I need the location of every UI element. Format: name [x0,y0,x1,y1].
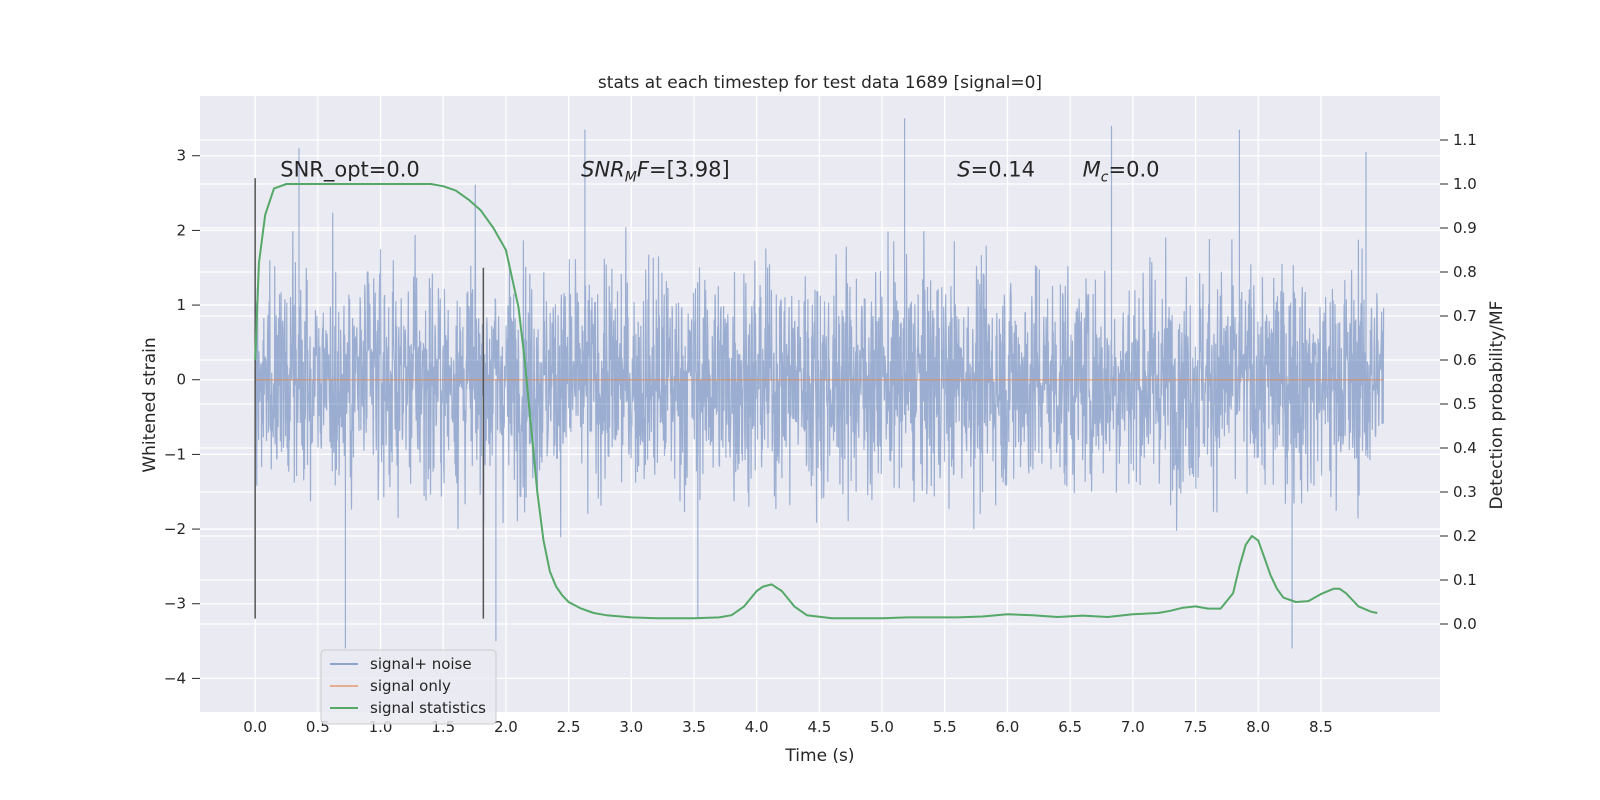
y-tick-label-1: −3 [164,595,186,613]
y-right-tick-label-11: 1.1 [1453,131,1477,149]
signal-noise-line [254,118,1385,649]
annotation-2: S=0.14 [957,158,1035,182]
y-right-tick-label-10: 1.0 [1453,175,1477,193]
x-tick-label-17: 8.5 [1309,718,1333,736]
x-tick-label-12: 6.0 [996,718,1020,736]
annotation-2-part-1: =0.14 [971,158,1035,182]
y-right-tick-label-6: 0.6 [1453,351,1477,369]
x-tick-label-9: 4.5 [807,718,831,736]
legend-label-signal-statistics: signal statistics [370,699,486,717]
x-tick-label-11: 5.5 [933,718,957,736]
y-right-tick-label-0: 0.0 [1453,615,1477,633]
annotation-3-part-0: M [1083,158,1101,182]
y-right-tick-label-3: 0.3 [1453,483,1477,501]
annotation-1-part-2: F [637,158,650,182]
y-tick-label-6: 2 [176,221,186,239]
x-tick-label-5: 2.5 [557,718,581,736]
x-tick-labels: 0.0 0.5 1.0 1.5 2.0 2.5 3.0 3.5 4.0 4.5 5.0 5.5 6.0 6… [243,718,1333,736]
annotation-3: Mc=0.0 [1083,158,1160,186]
annotation-0: SNR_opt=0.0 [280,158,420,183]
signal-noise-series [254,118,1385,649]
x-tick-label-8: 4.0 [745,718,769,736]
y-right-axis-label: Detection probability/MF [1487,301,1507,510]
vertical-markers [254,178,485,619]
x-tick-label-16: 8.0 [1246,718,1270,736]
y-tick-label-3: −1 [164,445,186,463]
y-right-tick-label-1: 0.1 [1453,571,1477,589]
legend-label-signal-only: signal only [370,677,451,695]
annotation-1-part-1: M [625,170,637,186]
y-tick-labels: −4 −3 −2 −1 0 1 2 3 [164,147,200,687]
y-right-tick-label-9: 0.9 [1453,219,1477,237]
x-tick-label-14: 7.0 [1121,718,1145,736]
y-tick-label-2: −2 [164,520,186,538]
annotation-0-part-0: SNR_opt=0.0 [280,158,420,183]
x-tick-label-10: 5.0 [870,718,894,736]
annotation-3-part-2: =0.0 [1108,158,1159,182]
x-tick-label-0: 0.0 [243,718,267,736]
y-axis-label: Whitened strain [140,337,160,472]
y-right-tick-label-8: 0.8 [1453,263,1477,281]
y-right-tick-label-5: 0.5 [1453,395,1477,413]
y-tick-label-0: −4 [164,669,186,687]
annotation-1: SNRMF=[3.98] [581,158,730,186]
annotation-1-part-0: SNR [581,158,625,182]
y-tick-label-4: 0 [176,371,186,389]
x-tick-label-7: 3.5 [682,718,706,736]
x-tick-label-4: 2.0 [494,718,518,736]
legend-label-signal-noise: signal+ noise [370,655,472,673]
x-tick-label-15: 7.5 [1184,718,1208,736]
x-tick-label-6: 3.0 [619,718,643,736]
x-axis-label: Time (s) [784,746,854,766]
chart-title: stats at each timestep for test data 168… [598,73,1042,93]
y-tick-label-5: 1 [176,296,186,314]
y-tick-label-7: 3 [176,147,186,165]
annotation-2-part-0: S [957,158,970,182]
y-right-tick-label-2: 0.2 [1453,527,1477,545]
annotation-3-part-1: c [1101,170,1109,186]
x-tick-label-13: 6.5 [1058,718,1082,736]
y-right-tick-labels: 0.0 0.1 0.2 0.3 0.4 0.5 0.6 0.7 0.8 0.9 1.0 1.1 [1440,131,1477,633]
y-right-tick-label-4: 0.4 [1453,439,1477,457]
signal-statistics-series [254,183,1378,620]
signal-statistics-line [254,183,1378,620]
legend-box [320,649,497,725]
y-right-tick-label-7: 0.7 [1453,307,1477,325]
annotations: SNR_opt=0.0 SNRMF=[3.98] S=0.14 Mc=0.0 [280,158,1159,186]
legend: signal+ noise signal only signal statist… [320,649,497,725]
annotation-1-part-3: =[3.98] [649,158,730,182]
